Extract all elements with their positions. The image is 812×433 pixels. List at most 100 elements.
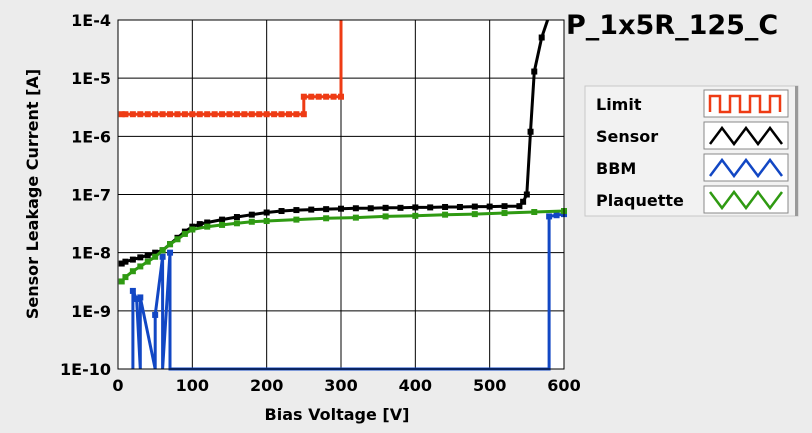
plot-frame	[117, 19, 565, 370]
data-point-limit	[330, 93, 337, 100]
data-point-sensor	[248, 211, 255, 218]
data-point-sensor	[412, 204, 419, 211]
data-point-plaquette	[189, 226, 196, 233]
data-point-limit	[226, 111, 233, 118]
data-point-plaquette	[382, 213, 389, 220]
legend-frame-shadow	[795, 86, 798, 216]
data-point-limit	[315, 93, 322, 100]
legend: Limit Sensor BBM Plaquette	[584, 85, 799, 217]
data-point-sensor	[323, 206, 330, 213]
data-point-limit	[271, 111, 278, 118]
data-point-sensor	[397, 204, 404, 211]
data-point-limit	[300, 111, 307, 118]
data-point-sensor	[523, 191, 530, 198]
data-point-sensor	[308, 206, 315, 213]
data-point-plaquette	[531, 209, 538, 216]
legend-pattern-sensor	[709, 125, 783, 147]
data-point-plaquette	[248, 218, 255, 225]
data-point-plaquette	[181, 230, 188, 237]
data-point-limit	[323, 93, 330, 100]
y-tick-label: 1E-7	[71, 186, 111, 205]
data-point-bbm	[133, 295, 140, 302]
legend-pattern-bbm	[709, 157, 783, 179]
data-point-sensor	[486, 203, 493, 210]
y-tick-label: 1E-9	[71, 302, 111, 321]
data-point-sensor	[129, 256, 136, 263]
data-point-limit	[144, 111, 151, 118]
data-point-limit	[196, 111, 203, 118]
data-point-sensor	[501, 203, 508, 210]
data-point-sensor	[442, 203, 449, 210]
data-point-sensor	[338, 205, 344, 212]
data-point-plaquette	[471, 211, 478, 218]
data-point-sensor	[531, 68, 538, 75]
data-point-plaquette	[159, 247, 166, 254]
data-point-sensor	[204, 219, 211, 226]
data-point-limit	[308, 93, 315, 100]
data-point-bbm	[553, 212, 560, 219]
legend-label-limit: Limit	[596, 95, 642, 114]
x-tick-label: 600	[547, 376, 580, 395]
data-point-sensor	[233, 214, 240, 221]
legend-pattern-plaquette	[709, 189, 783, 211]
data-point-limit	[137, 111, 144, 118]
data-point-plaquette	[129, 268, 136, 275]
y-tick-label: 1E-8	[71, 244, 111, 263]
data-point-plaquette	[352, 214, 359, 221]
data-point-limit	[263, 111, 270, 118]
data-point-limit	[285, 111, 292, 118]
data-point-plaquette	[204, 223, 211, 230]
data-point-limit	[338, 93, 344, 100]
chart-title: P_1x5R_125_C	[566, 10, 778, 41]
data-point-plaquette	[118, 278, 125, 285]
data-point-limit	[233, 111, 240, 118]
data-point-sensor	[367, 205, 374, 212]
data-point-plaquette	[122, 274, 129, 281]
data-point-limit	[211, 111, 218, 118]
y-tick-label: 1E-10	[60, 360, 111, 379]
data-point-bbm	[152, 311, 159, 318]
data-point-sensor	[352, 205, 359, 212]
data-point-sensor	[137, 254, 144, 261]
x-tick-label: 500	[473, 376, 506, 395]
y-axis-title: Sensor Leakage Current [A]	[23, 69, 42, 319]
data-point-sensor	[122, 258, 129, 265]
data-point-plaquette	[219, 221, 226, 228]
x-tick-label: 200	[250, 376, 283, 395]
data-point-sensor	[527, 128, 534, 135]
data-point-bbm	[159, 253, 166, 260]
data-point-sensor	[456, 203, 463, 210]
data-point-bbm	[167, 249, 174, 256]
x-tick-label: 100	[176, 376, 209, 395]
data-point-limit	[278, 111, 285, 118]
data-point-limit	[300, 93, 307, 100]
data-point-plaquette	[167, 241, 174, 248]
data-point-sensor	[520, 198, 527, 205]
series-layer	[118, 19, 567, 371]
x-tick-label: 400	[399, 376, 432, 395]
data-point-sensor	[538, 34, 545, 41]
data-point-plaquette	[152, 253, 159, 260]
y-tick-label: 1E-5	[71, 69, 111, 88]
data-point-plaquette	[263, 218, 270, 225]
data-point-limit	[152, 111, 159, 118]
data-point-plaquette	[293, 216, 300, 223]
data-point-sensor	[152, 249, 159, 256]
data-point-sensor	[196, 221, 203, 228]
data-point-sensor	[293, 207, 300, 214]
y-tick-label: 1E-4	[71, 11, 111, 30]
data-point-plaquette	[144, 258, 151, 265]
legend-label-plaquette: Plaquette	[596, 191, 684, 210]
data-point-bbm	[546, 213, 553, 220]
data-point-limit	[118, 111, 125, 118]
data-point-sensor	[219, 216, 226, 223]
data-point-limit	[181, 111, 188, 118]
data-point-sensor	[382, 204, 389, 211]
legend-label-bbm: BBM	[596, 159, 636, 178]
data-point-limit	[129, 111, 136, 118]
data-point-limit	[189, 111, 196, 118]
data-point-limit	[167, 111, 174, 118]
y-tick-label: 1E-6	[71, 127, 111, 146]
data-point-plaquette	[412, 212, 419, 219]
